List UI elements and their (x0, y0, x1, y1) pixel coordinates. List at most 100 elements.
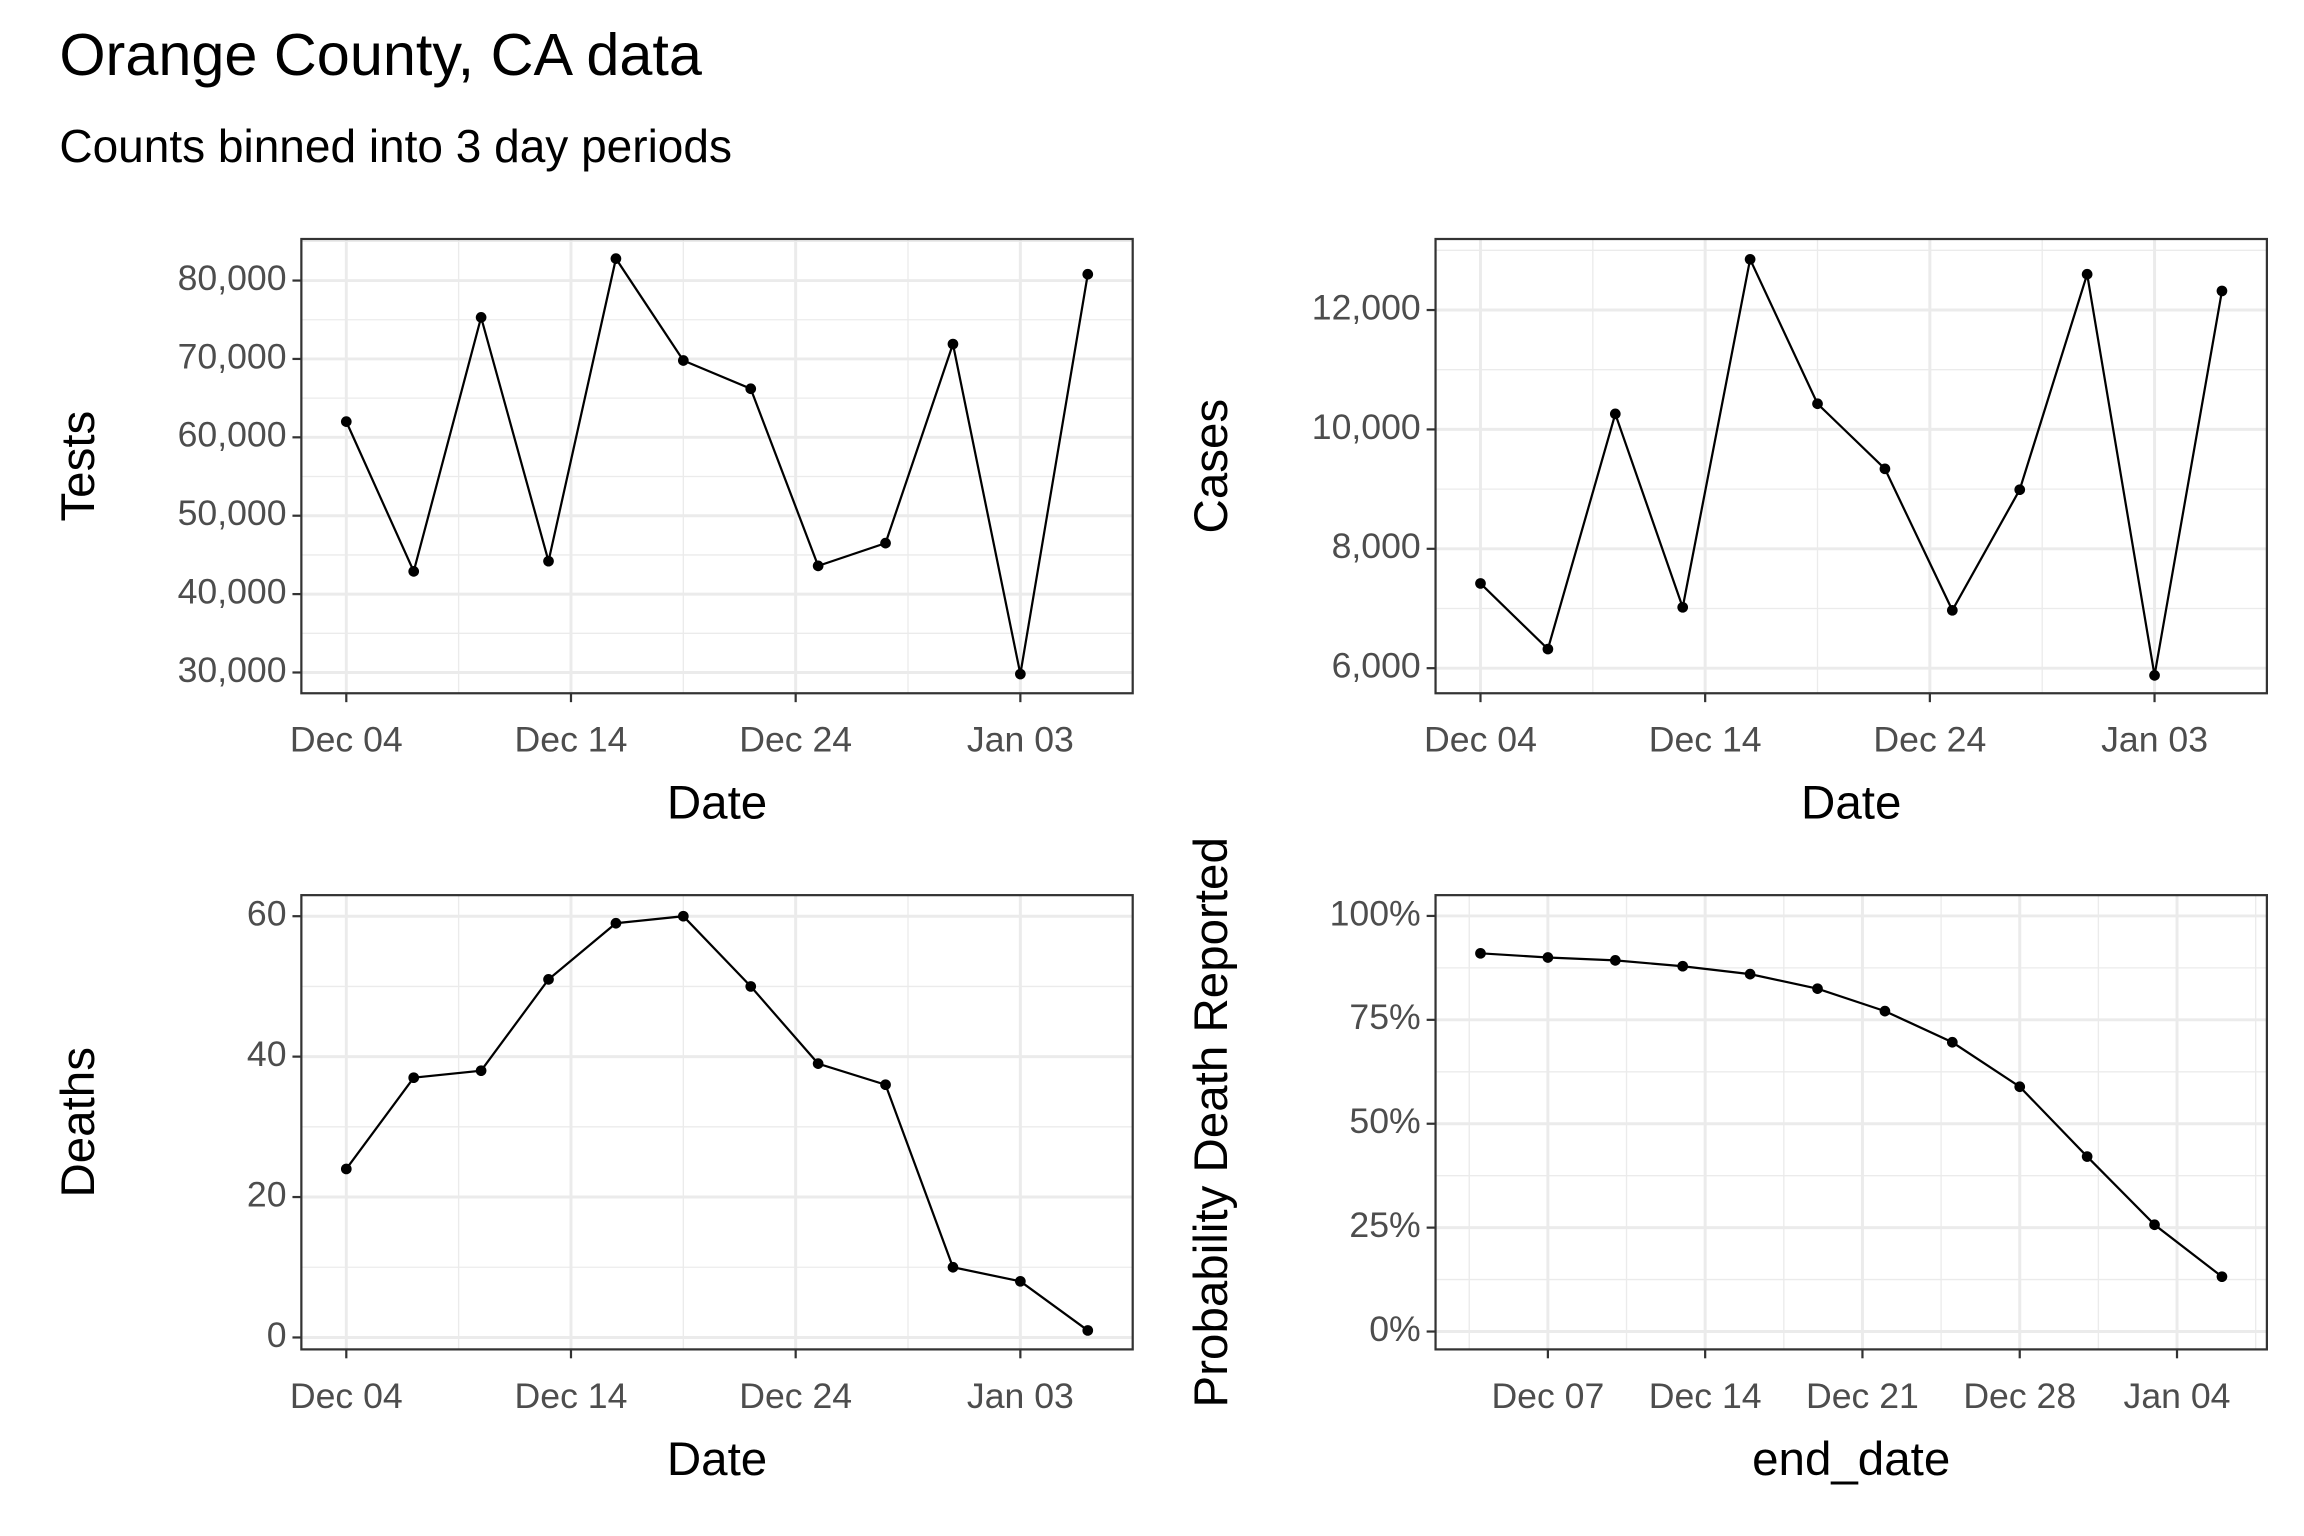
data-point (745, 383, 757, 395)
x-axis-title: Date (667, 777, 767, 830)
y-tick-label: 12,000 (1312, 287, 1421, 327)
data-point (1082, 268, 1094, 280)
page-title: Orange County, CA data (59, 21, 703, 88)
data-point (812, 560, 824, 572)
y-tick-label: 25% (1349, 1205, 1420, 1245)
data-point (947, 1261, 959, 1273)
x-tick-label: Jan 04 (2124, 1376, 2231, 1416)
data-point (340, 1163, 352, 1175)
data-point (1744, 253, 1756, 265)
data-point (340, 416, 352, 427)
data-point (1946, 1036, 1958, 1048)
x-tick-label: Dec 21 (1806, 1376, 1919, 1416)
data-point (1609, 408, 1621, 420)
y-tick-label: 60,000 (178, 415, 287, 455)
x-tick-label: Dec 14 (1649, 720, 1762, 760)
data-point (610, 253, 622, 264)
data-point (1475, 578, 1486, 589)
data-point (1812, 983, 1823, 995)
data-point (408, 1072, 420, 1084)
panel-border (300, 894, 1134, 1351)
y-tick-label: 75% (1349, 997, 1420, 1037)
data-point (1015, 668, 1026, 680)
data-point (2149, 1219, 2160, 1231)
y-tick-label: 70,000 (178, 336, 287, 376)
y-axis-title: Cases (1185, 399, 1238, 534)
data-point (1015, 1275, 1026, 1287)
x-tick-label: Dec 28 (1963, 1376, 2076, 1416)
data-point (2216, 1271, 2228, 1283)
data-point (677, 355, 689, 366)
data-point (610, 917, 622, 929)
data-point (1677, 960, 1689, 972)
panel-background (1435, 239, 2267, 694)
x-axis-title: Date (667, 1433, 767, 1486)
y-tick-label: 30,000 (178, 650, 287, 690)
y-tick-label: 50% (1349, 1101, 1420, 1141)
x-tick-label: Dec 14 (1649, 1376, 1762, 1416)
data-point (475, 1065, 487, 1077)
x-axis-title: Date (1801, 777, 1901, 830)
y-tick-label: 50,000 (178, 493, 287, 533)
x-axis-title: end_date (1752, 1433, 1950, 1486)
data-point (2149, 670, 2160, 681)
page-subtitle: Counts binned into 3 day periods (59, 120, 732, 172)
data-point (2081, 268, 2093, 280)
data-point (2081, 1151, 2093, 1162)
panel: 0% 25% 50% 75% 100% Dec 07 Dec 14 Dec 21 Dec 28 J… (1185, 837, 2268, 1486)
y-tick-label: 80,000 (178, 258, 287, 298)
panel-border (1434, 894, 2268, 1351)
y-tick-label: 8,000 (1332, 526, 1421, 566)
x-tick-label: Dec 04 (1424, 720, 1537, 760)
data-point (1879, 463, 1891, 475)
panel: 30,000 40,000 50,000 60,000 70,000 80,000 Dec … (52, 237, 1134, 830)
y-axis-title: Deaths (52, 1047, 105, 1198)
data-point (1879, 1005, 1891, 1017)
x-tick-label: Dec 14 (515, 1376, 628, 1416)
y-tick-label: 0% (1369, 1309, 1420, 1349)
data-point (1609, 955, 1621, 966)
panel-background (301, 895, 1133, 1350)
y-tick-label: 20 (247, 1174, 287, 1214)
x-tick-label: Dec 24 (739, 1376, 852, 1416)
data-point (543, 555, 554, 567)
y-tick-label: 100% (1330, 893, 1421, 933)
x-tick-label: Dec 24 (739, 720, 852, 760)
data-point (1946, 604, 1958, 616)
y-tick-label: 0 (267, 1315, 287, 1355)
y-tick-label: 40 (247, 1034, 287, 1074)
data-point (1082, 1325, 1094, 1336)
data-point (408, 566, 420, 577)
data-line (1479, 255, 2224, 676)
data-point (1812, 398, 1823, 410)
data-point (880, 537, 891, 549)
data-point (1677, 601, 1689, 613)
x-tick-label: Dec 04 (290, 720, 403, 760)
data-line (345, 255, 1089, 675)
data-line (1480, 952, 2223, 1278)
y-tick-label: 10,000 (1312, 407, 1421, 447)
data-point (2216, 285, 2228, 297)
data-point (543, 974, 554, 985)
data-point (812, 1058, 824, 1069)
data-point (475, 312, 487, 323)
panel-border (1434, 237, 2268, 695)
panel-border (300, 237, 1134, 695)
x-tick-label: Jan 03 (2101, 720, 2208, 760)
panel: 6,000 8,000 10,000 12,000 Dec 04 Dec 14 Dec 24… (1185, 237, 2268, 830)
data-line (345, 915, 1089, 1332)
y-tick-label: 6,000 (1332, 646, 1421, 686)
data-point (947, 338, 959, 350)
data-point (1744, 968, 1756, 980)
data-point (1475, 947, 1486, 959)
y-axis-title: Probability Death Reported (1185, 837, 1238, 1407)
data-point (880, 1079, 891, 1091)
x-tick-label: Dec 14 (515, 720, 628, 760)
panel-background (301, 239, 1133, 694)
y-axis-title: Tests (52, 411, 105, 522)
data-point (745, 981, 757, 992)
y-tick-label: 40,000 (178, 572, 287, 612)
data-point (2014, 484, 2026, 496)
